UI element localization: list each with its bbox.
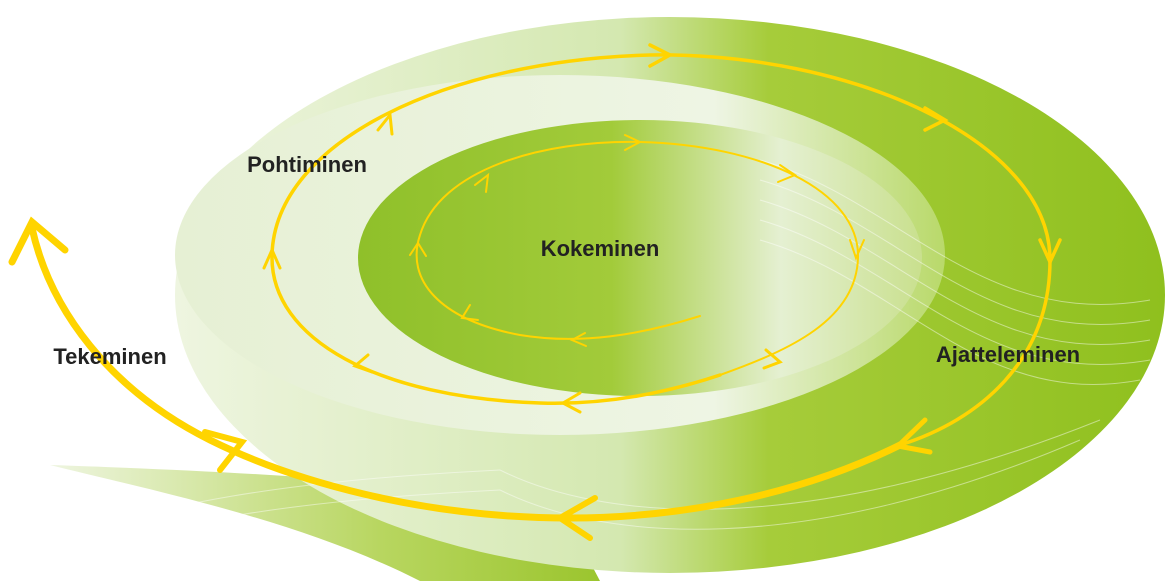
- label-reflect: Pohtiminen: [247, 152, 367, 177]
- label-think: Ajatteleminen: [936, 342, 1080, 367]
- background: [0, 17, 1165, 581]
- label-center: Kokeminen: [541, 236, 660, 261]
- label-do: Tekeminen: [53, 344, 166, 369]
- spiral-diagram: Kokeminen Pohtiminen Ajatteleminen Tekem…: [0, 0, 1169, 581]
